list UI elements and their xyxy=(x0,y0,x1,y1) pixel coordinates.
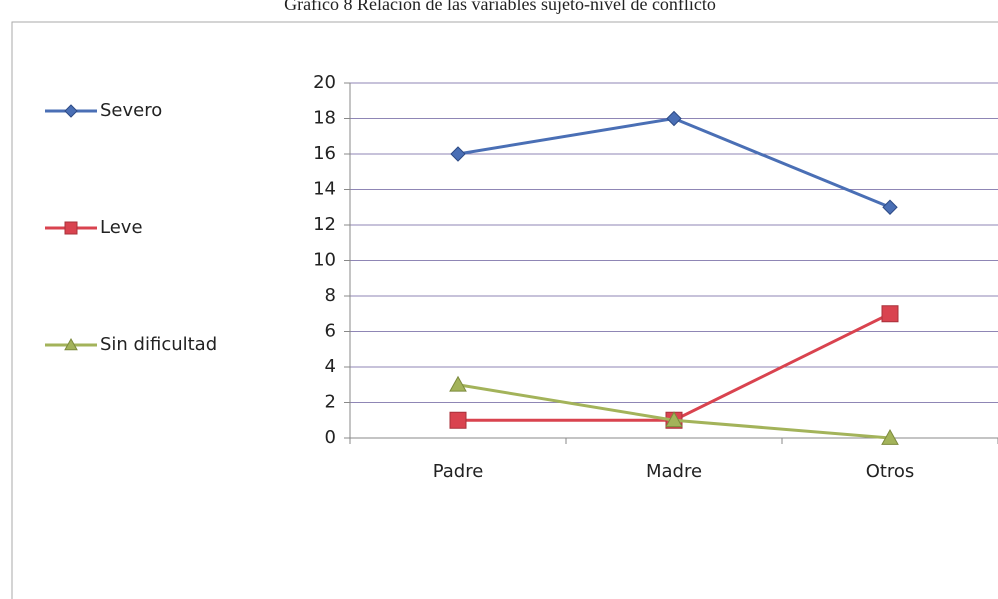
y-tick-label: 2 xyxy=(325,392,336,413)
y-tick-label: 10 xyxy=(313,250,336,271)
marker xyxy=(64,337,78,351)
y-tick-label: 14 xyxy=(313,179,336,200)
y-tick-label: 20 xyxy=(313,72,336,93)
y-tick-label: 16 xyxy=(313,143,336,164)
legend-label: Leve xyxy=(100,217,143,238)
series-line xyxy=(457,116,891,209)
x-tick-label: Otros xyxy=(866,461,915,482)
y-tick-label: 6 xyxy=(325,321,336,342)
x-tick-label: Madre xyxy=(646,461,702,482)
y-tick-label: 18 xyxy=(313,108,336,129)
chart-border xyxy=(11,21,998,599)
marker xyxy=(449,411,467,429)
marker xyxy=(64,104,78,118)
y-tick-label: 0 xyxy=(325,427,336,448)
legend-label: Severo xyxy=(100,100,162,121)
marker xyxy=(881,428,899,445)
y-tick-label: 4 xyxy=(325,356,336,377)
y-tick-label: 12 xyxy=(313,214,336,235)
marker xyxy=(449,375,467,392)
chart-title: Gráfico 8 Relación de las variables suje… xyxy=(284,0,716,14)
x-tick-label: Padre xyxy=(433,461,484,482)
marker xyxy=(665,411,683,428)
marker xyxy=(666,110,682,127)
marker xyxy=(881,305,899,323)
legend-label: Sin dificultad xyxy=(100,334,217,355)
y-tick-label: 8 xyxy=(325,285,336,306)
marker xyxy=(64,221,78,235)
marker xyxy=(882,199,898,215)
marker xyxy=(450,146,466,162)
